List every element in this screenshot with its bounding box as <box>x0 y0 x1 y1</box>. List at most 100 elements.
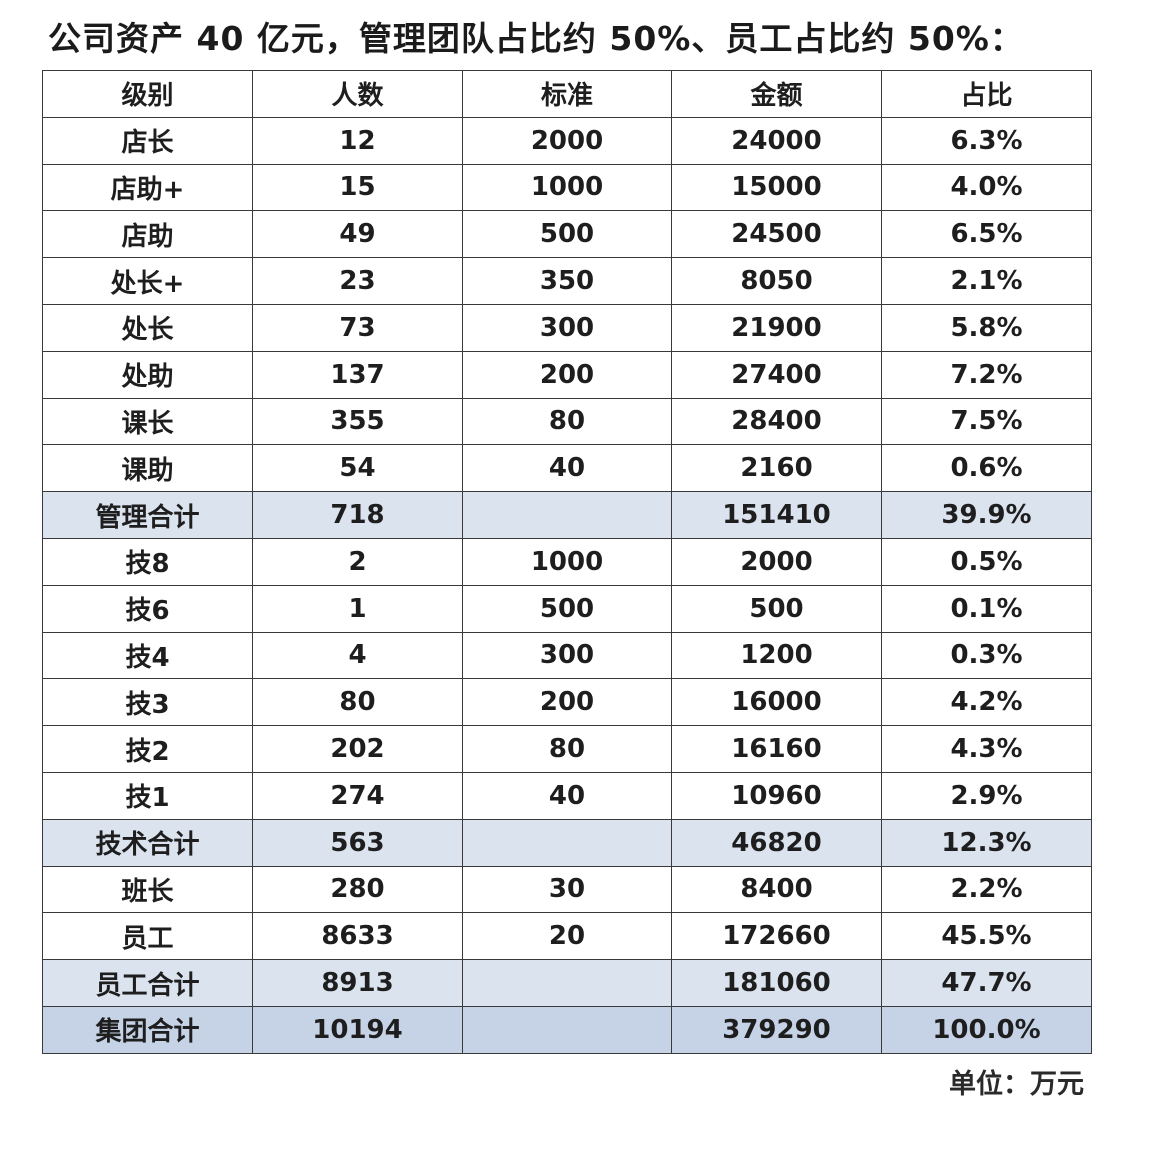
column-header-level: 级别 <box>42 70 253 118</box>
cell-headcount: 8633 <box>252 912 463 961</box>
cell-standard: 40 <box>462 444 672 493</box>
cell-amount: 172660 <box>671 912 882 961</box>
cell-amount: 21900 <box>671 303 882 352</box>
grand-total-row: 集团合计 10194 379290 100.0% <box>42 1005 1092 1054</box>
cell-headcount: 718 <box>252 491 463 539</box>
cell-standard: 40 <box>462 771 672 820</box>
cell-headcount: 49 <box>252 210 463 259</box>
table-row: 处长+ 23 350 8050 2.1% <box>42 257 1092 305</box>
cell-share: 39.9% <box>881 491 1092 539</box>
table-row: 处助 137 200 27400 7.2% <box>42 350 1092 399</box>
table-row: 店助 49 500 24500 6.5% <box>42 210 1092 259</box>
cell-amount: 46820 <box>671 818 882 867</box>
cell-share: 6.3% <box>881 116 1092 165</box>
cell-amount: 181060 <box>671 959 882 1007</box>
cell-standard: 200 <box>462 678 672 727</box>
cell-level: 技4 <box>42 631 253 680</box>
cell-level: 技2 <box>42 725 253 773</box>
cell-level: 集团合计 <box>42 1005 253 1054</box>
cell-level: 处长 <box>42 303 253 352</box>
cell-amount: 16160 <box>671 725 882 773</box>
cell-headcount: 54 <box>252 444 463 493</box>
cell-amount: 8400 <box>671 865 882 914</box>
cell-level: 技术合计 <box>42 818 253 867</box>
cell-amount: 8050 <box>671 257 882 305</box>
cell-standard <box>462 491 672 539</box>
cell-level: 店长 <box>42 116 253 165</box>
cell-amount: 1200 <box>671 631 882 680</box>
cell-level: 店助+ <box>42 163 253 212</box>
cell-amount: 28400 <box>671 397 882 446</box>
table-row: 班长 280 30 8400 2.2% <box>42 865 1092 914</box>
table-row: 技3 80 200 16000 4.2% <box>42 678 1092 727</box>
cell-standard: 200 <box>462 350 672 399</box>
cell-level: 技8 <box>42 537 253 586</box>
cell-headcount: 1 <box>252 584 463 633</box>
cell-share: 6.5% <box>881 210 1092 259</box>
cell-headcount: 2 <box>252 537 463 586</box>
subtotal-row: 技术合计 563 46820 12.3% <box>42 818 1092 867</box>
cell-share: 0.6% <box>881 444 1092 493</box>
cell-level: 员工 <box>42 912 253 961</box>
cell-level: 处长+ <box>42 257 253 305</box>
subtotal-row: 管理合计 718 151410 39.9% <box>42 491 1092 539</box>
cell-standard: 1000 <box>462 163 672 212</box>
table-row: 技6 1 500 500 0.1% <box>42 584 1092 633</box>
cell-amount: 15000 <box>671 163 882 212</box>
cell-amount: 2000 <box>671 537 882 586</box>
table-row: 店长 12 2000 24000 6.3% <box>42 116 1092 165</box>
cell-headcount: 137 <box>252 350 463 399</box>
cell-level: 管理合计 <box>42 491 253 539</box>
cell-share: 0.5% <box>881 537 1092 586</box>
cell-share: 12.3% <box>881 818 1092 867</box>
cell-headcount: 563 <box>252 818 463 867</box>
cell-level: 课助 <box>42 444 253 493</box>
cell-standard: 500 <box>462 210 672 259</box>
cell-level: 课长 <box>42 397 253 446</box>
cell-headcount: 12 <box>252 116 463 165</box>
column-header-amount: 金额 <box>671 70 882 118</box>
cell-standard <box>462 818 672 867</box>
cell-standard: 30 <box>462 865 672 914</box>
cell-share: 7.5% <box>881 397 1092 446</box>
cell-standard: 80 <box>462 397 672 446</box>
table-row: 员工 8633 20 172660 45.5% <box>42 912 1092 961</box>
cell-share: 2.1% <box>881 257 1092 305</box>
cell-share: 45.5% <box>881 912 1092 961</box>
cell-amount: 500 <box>671 584 882 633</box>
cell-standard: 350 <box>462 257 672 305</box>
cell-level: 技1 <box>42 771 253 820</box>
cell-share: 4.2% <box>881 678 1092 727</box>
cell-amount: 24000 <box>671 116 882 165</box>
cell-share: 4.3% <box>881 725 1092 773</box>
cell-headcount: 73 <box>252 303 463 352</box>
salary-table: 级别 人数 标准 金额 占比 店长 12 2000 24000 6.3% 店助+ 15 100… <box>42 70 1092 1054</box>
cell-amount: 2160 <box>671 444 882 493</box>
cell-headcount: 4 <box>252 631 463 680</box>
cell-level: 店助 <box>42 210 253 259</box>
cell-headcount: 15 <box>252 163 463 212</box>
cell-headcount: 80 <box>252 678 463 727</box>
table-row: 店助+ 15 1000 15000 4.0% <box>42 163 1092 212</box>
cell-standard: 1000 <box>462 537 672 586</box>
cell-amount: 379290 <box>671 1005 882 1054</box>
cell-headcount: 10194 <box>252 1005 463 1054</box>
cell-level: 技6 <box>42 584 253 633</box>
cell-share: 0.1% <box>881 584 1092 633</box>
cell-standard <box>462 1005 672 1054</box>
column-header-standard: 标准 <box>462 70 672 118</box>
cell-amount: 27400 <box>671 350 882 399</box>
cell-share: 7.2% <box>881 350 1092 399</box>
table-row: 技2 202 80 16160 4.3% <box>42 725 1092 773</box>
cell-level: 班长 <box>42 865 253 914</box>
cell-headcount: 23 <box>252 257 463 305</box>
cell-level: 员工合计 <box>42 959 253 1007</box>
cell-amount: 16000 <box>671 678 882 727</box>
cell-headcount: 8913 <box>252 959 463 1007</box>
table-body: 店长 12 2000 24000 6.3% 店助+ 15 1000 15000 4.0% 店助 49 5… <box>42 116 1092 1054</box>
cell-headcount: 202 <box>252 725 463 773</box>
unit-note: 单位：万元 <box>949 1069 1084 1100</box>
table-row: 技8 2 1000 2000 0.5% <box>42 537 1092 586</box>
cell-headcount: 274 <box>252 771 463 820</box>
